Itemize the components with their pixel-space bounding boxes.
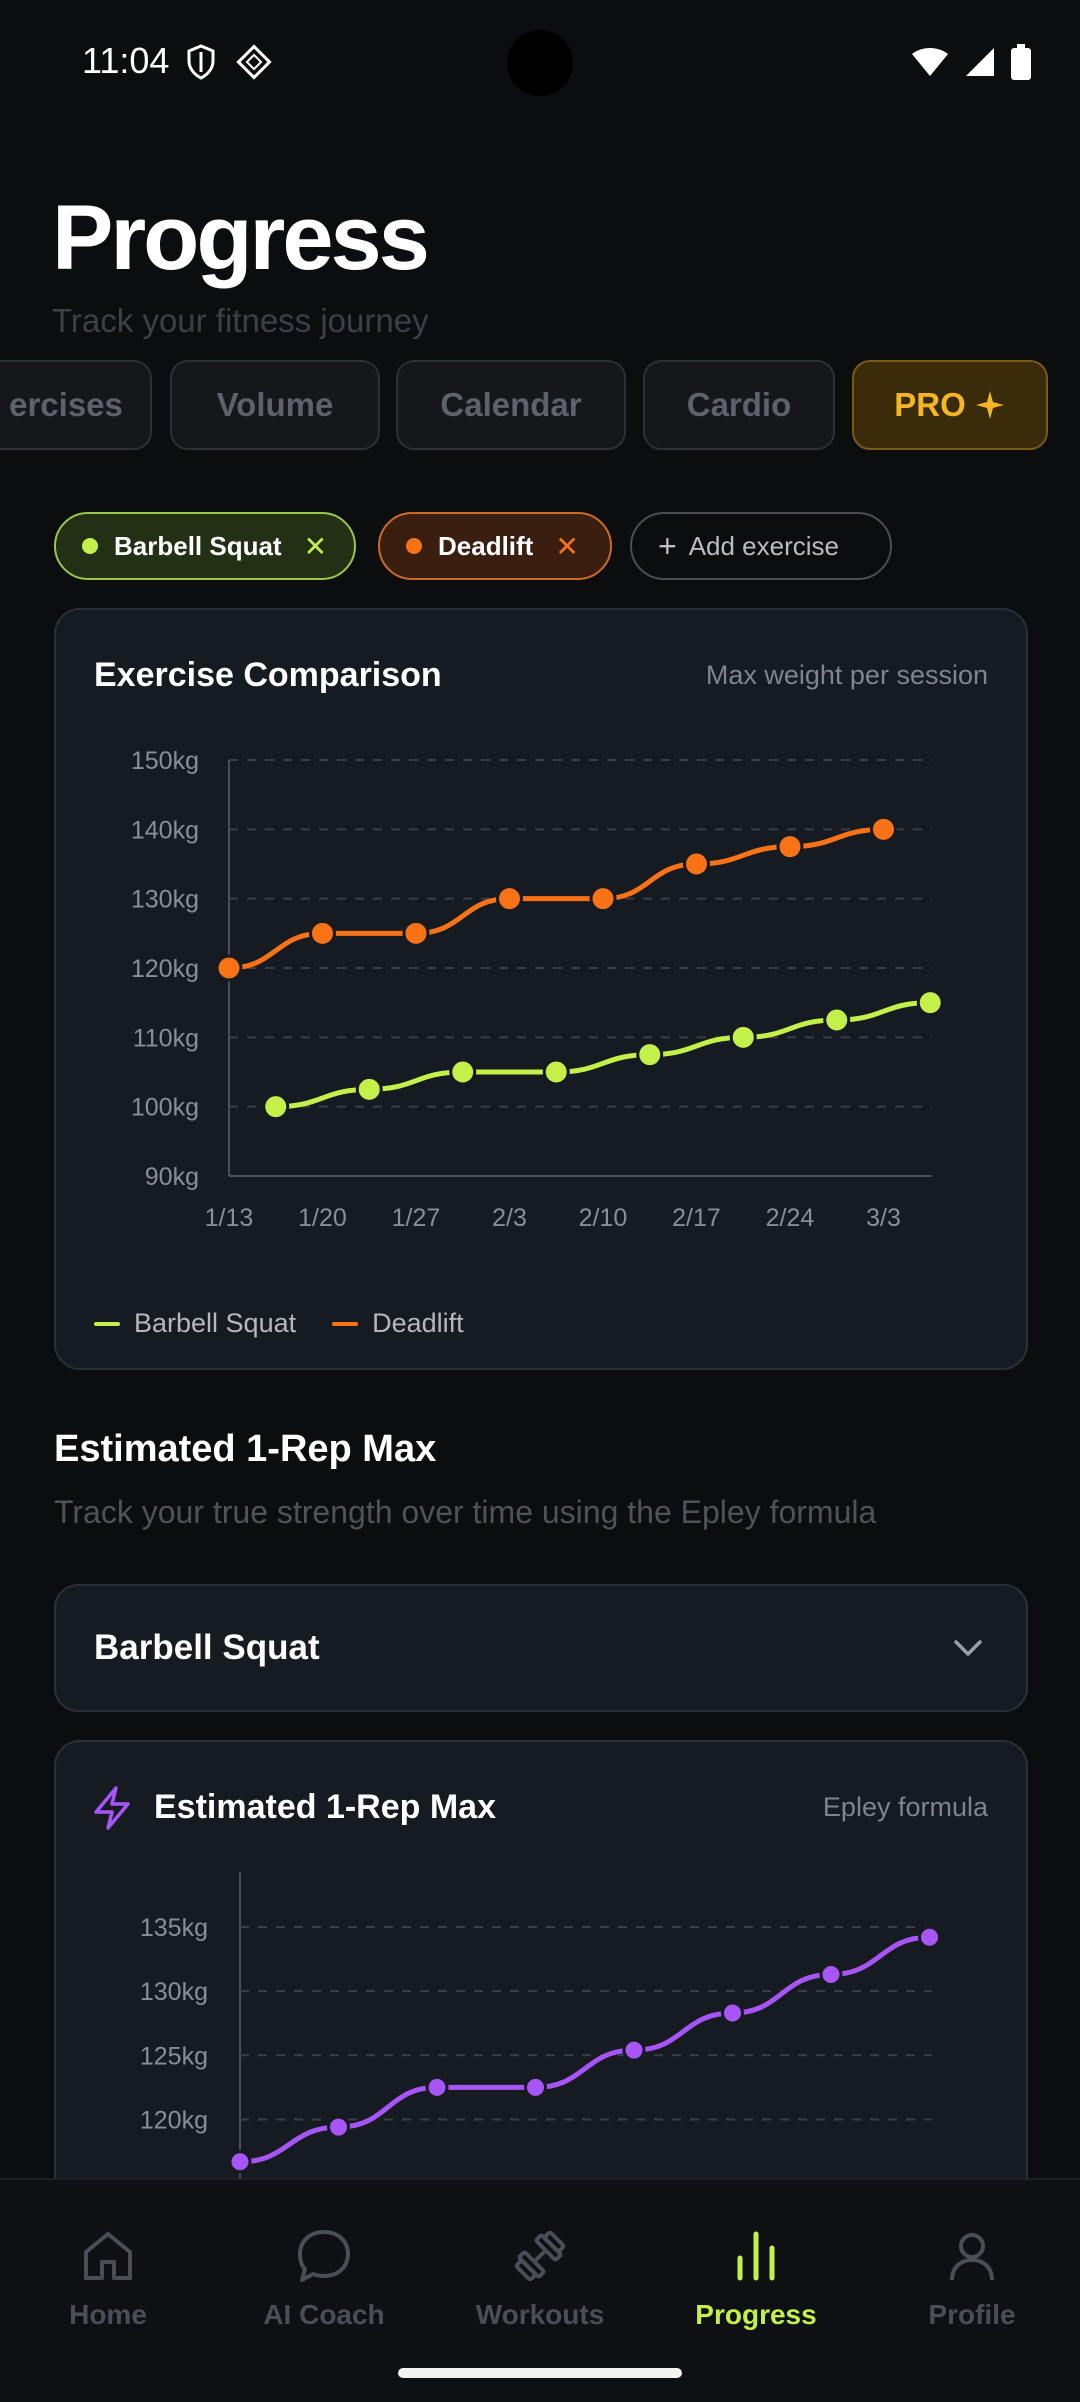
orm-point (819, 1962, 843, 1986)
y-tick-label: 120kg (131, 955, 199, 983)
plus-icon: + (658, 527, 677, 564)
x-tick-label: 2/24 (766, 1204, 815, 1232)
shield-icon (187, 44, 215, 80)
x-tick-label: 1/27 (392, 1204, 441, 1232)
camera-cutout (507, 30, 573, 96)
y-tick-label: 120kg (140, 2106, 208, 2134)
dumbbell-icon (514, 2230, 566, 2282)
deadlift-point (683, 850, 710, 878)
squat-dot (82, 538, 98, 554)
status-bar: 11:04 (0, 0, 1080, 130)
barbell-squat-point (916, 989, 944, 1017)
comparison-subtitle: Max weight per session (705, 660, 988, 690)
tab-pro[interactable]: PRO (852, 360, 1048, 450)
orm-point (524, 2075, 547, 2099)
tab-exercises[interactable]: ercises (0, 360, 152, 450)
orm-section-subtitle: Track your true strength over time using… (54, 1494, 877, 1530)
home-icon (84, 2232, 132, 2280)
comparison-legend: Barbell Squat Deadlift (94, 1308, 464, 1339)
barbell-squat-point (355, 1075, 383, 1103)
y-tick-label: 130kg (131, 886, 199, 914)
orm-point (721, 2001, 744, 2025)
x-tick-label: 2/3 (492, 1204, 527, 1232)
nav-profile[interactable]: Profile (872, 2226, 1072, 2331)
y-tick-label: 110kg (133, 1024, 199, 1052)
x-tick-label: 3/3 (866, 1204, 901, 1232)
remove-squat-icon[interactable]: ✕ (303, 530, 328, 562)
legend-item-squat: Barbell Squat (94, 1308, 296, 1339)
chip-deadlift[interactable]: Deadlift ✕ (378, 512, 612, 580)
x-tick-label: 1/13 (205, 1204, 254, 1232)
wifi-icon (912, 48, 948, 76)
comparison-card: Exercise Comparison Max weight per sessi… (54, 608, 1028, 1370)
tab-cardio[interactable]: Cardio (643, 360, 835, 450)
orm-point (918, 1925, 941, 1949)
chat-bubble-icon (298, 2230, 350, 2282)
add-exercise-button[interactable]: + Add exercise (630, 512, 892, 580)
nav-ai-coach[interactable]: AI Coach (224, 2226, 424, 2331)
deadlift-point (215, 954, 243, 982)
barbell-squat-point (823, 1006, 851, 1034)
deadlift-dot (406, 538, 422, 554)
deadlift-point (402, 919, 430, 947)
exercise-select[interactable]: Barbell Squat (54, 1584, 1028, 1712)
bottom-nav: Home AI Coach Workouts Progress Profile (0, 2178, 1080, 2402)
orm-chart: 135kg 130kg 125kg 120kg (140, 1872, 941, 2262)
deadlift-point (870, 815, 897, 843)
deadlift-point (776, 833, 804, 861)
y-tick-label: 130kg (140, 1978, 208, 2006)
y-tick-label: 140kg (131, 816, 199, 844)
y-tick-label: 100kg (131, 1094, 199, 1122)
orm-card: Estimated 1-Rep Max Epley formula 135kg 1… (54, 1740, 1028, 2262)
nav-home[interactable]: Home (8, 2226, 208, 2331)
nav-progress[interactable]: Progress (656, 2226, 856, 2331)
page-subtitle: Track your fitness journey (52, 302, 429, 339)
bar-chart-icon (737, 2231, 775, 2281)
lightning-icon (94, 1786, 130, 1830)
deadlift-point (589, 885, 617, 913)
y-tick-label: 90kg (145, 1163, 199, 1191)
barbell-squat-point (449, 1058, 477, 1086)
orm-point (228, 2150, 252, 2174)
nav-workouts[interactable]: Workouts (440, 2226, 640, 2331)
exercise-select-value: Barbell Squat (94, 1628, 320, 1667)
sparkle-icon (975, 391, 1004, 419)
x-tick-label: 2/17 (672, 1204, 721, 1232)
legend-item-deadlift: Deadlift (332, 1308, 464, 1339)
deadlift-point (309, 919, 336, 947)
comparison-title: Exercise Comparison (94, 656, 442, 694)
orm-section-title: Estimated 1-Rep Max (54, 1428, 437, 1470)
status-time: 11:04 (82, 40, 170, 81)
tab-bar: ercises Volume Calendar Cardio PRO (0, 360, 1080, 454)
remove-deadlift-icon[interactable]: ✕ (555, 530, 579, 562)
y-tick-label: 135kg (140, 1914, 208, 1942)
x-tick-label: 1/20 (298, 1204, 347, 1232)
orm-point (425, 2075, 449, 2099)
signal-icon (966, 48, 994, 76)
orm-point (622, 2038, 646, 2062)
chevron-down-icon (954, 1640, 982, 1656)
barbell-squat-point (636, 1041, 664, 1069)
y-tick-label: 150kg (131, 747, 199, 775)
tab-volume[interactable]: Volume (170, 360, 380, 450)
barbell-squat-point (729, 1023, 757, 1051)
orm-card-subtitle: Epley formula (822, 1792, 988, 1822)
tab-calendar[interactable]: Calendar (396, 360, 626, 450)
home-indicator[interactable] (398, 2368, 682, 2378)
orm-card-title: Estimated 1-Rep Max (154, 1788, 496, 1826)
battery-icon (1011, 44, 1031, 80)
barbell-squat-point (262, 1093, 290, 1121)
user-icon (950, 2233, 994, 2281)
page-title: Progress (52, 187, 430, 289)
y-tick-label: 125kg (140, 2042, 208, 2070)
x-tick-label: 2/10 (579, 1204, 628, 1232)
barbell-squat-point (542, 1058, 570, 1086)
chip-barbell-squat[interactable]: Barbell Squat ✕ (54, 512, 356, 580)
orm-point (327, 2115, 350, 2139)
nfc-icon (236, 44, 272, 80)
deadlift-point (496, 885, 523, 913)
